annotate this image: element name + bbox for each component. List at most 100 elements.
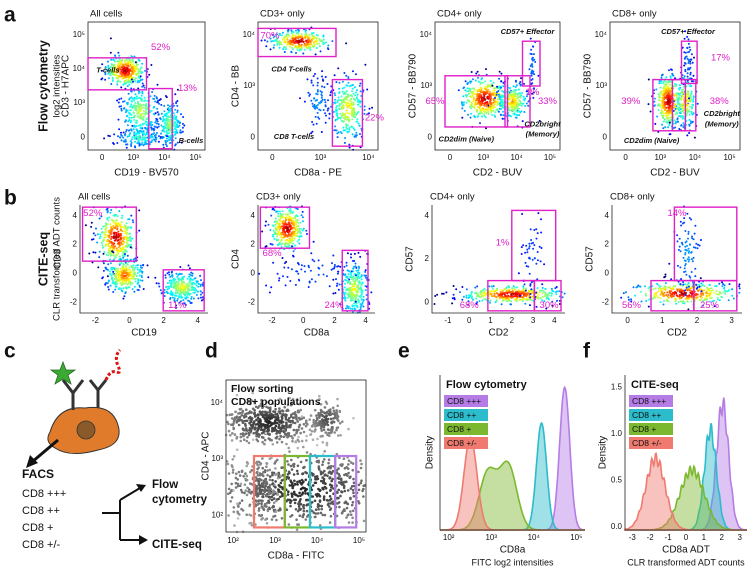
cell-dot (319, 39, 321, 41)
cell-dot (166, 138, 168, 140)
cell-dot (114, 214, 116, 216)
cell-dot (120, 69, 122, 71)
y-tick-label: 10³ (420, 81, 432, 90)
cell-dot (165, 143, 167, 145)
cell-dot (485, 102, 487, 104)
cell-dot (102, 240, 104, 242)
cell-dot (277, 233, 279, 235)
cell-dot (672, 75, 674, 77)
cell-dot (517, 102, 519, 104)
cell-dot (307, 92, 309, 94)
cell-dot (667, 99, 669, 101)
cell-dot (120, 268, 122, 270)
cell-dot (501, 102, 503, 104)
cell-dot (141, 276, 143, 278)
cell-dot (317, 78, 319, 80)
cell-dot (662, 101, 664, 103)
cell-dot (140, 79, 142, 81)
cell-dot (124, 63, 126, 65)
cell-dot (514, 95, 516, 97)
cell-dot (301, 38, 303, 40)
cell-dot (327, 47, 329, 49)
cell-dot (105, 231, 107, 233)
y-tick-label: 10⁴ (420, 30, 433, 39)
cell-dot (666, 107, 668, 109)
cell-dot (347, 106, 349, 108)
cell-dot (480, 103, 482, 105)
cell-dot (366, 89, 368, 91)
cell-dot (118, 98, 120, 100)
cell-dot (136, 63, 138, 65)
cell-dot (338, 88, 340, 90)
cell-dot (146, 121, 148, 123)
cell-dot (142, 107, 144, 109)
cell-dot (158, 114, 160, 116)
method-title: CITE-seq (36, 232, 50, 286)
cell-dot (118, 210, 120, 212)
x-tick-label: 10³ (654, 153, 666, 162)
cell-dot (120, 229, 122, 231)
cell-dot (294, 216, 296, 218)
cell-dot (477, 106, 479, 108)
cell-dot (168, 121, 170, 123)
cell-dot (484, 109, 486, 111)
cell-dot (146, 133, 148, 135)
cell-dot (130, 284, 132, 286)
cell-dot (124, 74, 126, 76)
cell-dot (680, 99, 682, 101)
x-tick-label: 10⁴ (510, 153, 523, 162)
cell-dot (303, 228, 305, 230)
y-axis-label: CD4 (231, 249, 242, 269)
cell-dot (319, 45, 321, 47)
cell-dot (494, 116, 496, 118)
cell-dot (136, 120, 138, 122)
cell-dot (316, 37, 318, 39)
cell-dot (689, 95, 691, 97)
cell-dot (177, 277, 179, 279)
cell-dot (112, 291, 114, 293)
cell-dot (134, 81, 136, 83)
cell-dot (661, 93, 663, 95)
cell-dot (270, 48, 272, 50)
cell-dot (139, 77, 141, 79)
cell-dot (115, 234, 117, 236)
cell-dot (178, 283, 180, 285)
cell-dot (153, 98, 155, 100)
gate-label: T-cells (96, 66, 119, 75)
cell-dot (520, 84, 522, 86)
cell-dot (344, 274, 346, 276)
cell-dot (298, 45, 300, 47)
cell-dot (289, 212, 291, 214)
cell-dot (283, 229, 285, 231)
cell-dot (167, 292, 169, 294)
cell-dot (261, 231, 263, 233)
cell-dot (123, 84, 125, 86)
cell-dot (141, 99, 143, 101)
cell-dot (182, 127, 184, 129)
cell-dot (668, 109, 670, 111)
gate-label: CD2bright (704, 109, 741, 118)
cell-dot (128, 135, 130, 137)
cell-dot (139, 115, 141, 117)
cell-dot (523, 98, 525, 100)
cell-dot (483, 95, 485, 97)
cell-dot (338, 131, 340, 133)
cell-dot (668, 69, 670, 71)
cell-dot (318, 274, 320, 276)
cell-dot (345, 279, 347, 281)
cell-dot (120, 274, 122, 276)
cell-dot (133, 119, 135, 121)
cell-dot (118, 234, 120, 236)
cell-dot (648, 103, 650, 105)
cell-dot (182, 116, 184, 118)
y-tick-label: 0 (251, 132, 256, 141)
cell-dot (156, 137, 158, 139)
cell-dot (691, 80, 693, 82)
cell-dot (164, 289, 166, 291)
cell-dot (475, 292, 477, 294)
cell-dot (164, 131, 166, 133)
x-tick-label: 10⁴ (362, 153, 375, 162)
cell-dot (284, 223, 286, 225)
x-tick-label: 10³ (315, 153, 327, 162)
cell-dot (359, 83, 361, 85)
